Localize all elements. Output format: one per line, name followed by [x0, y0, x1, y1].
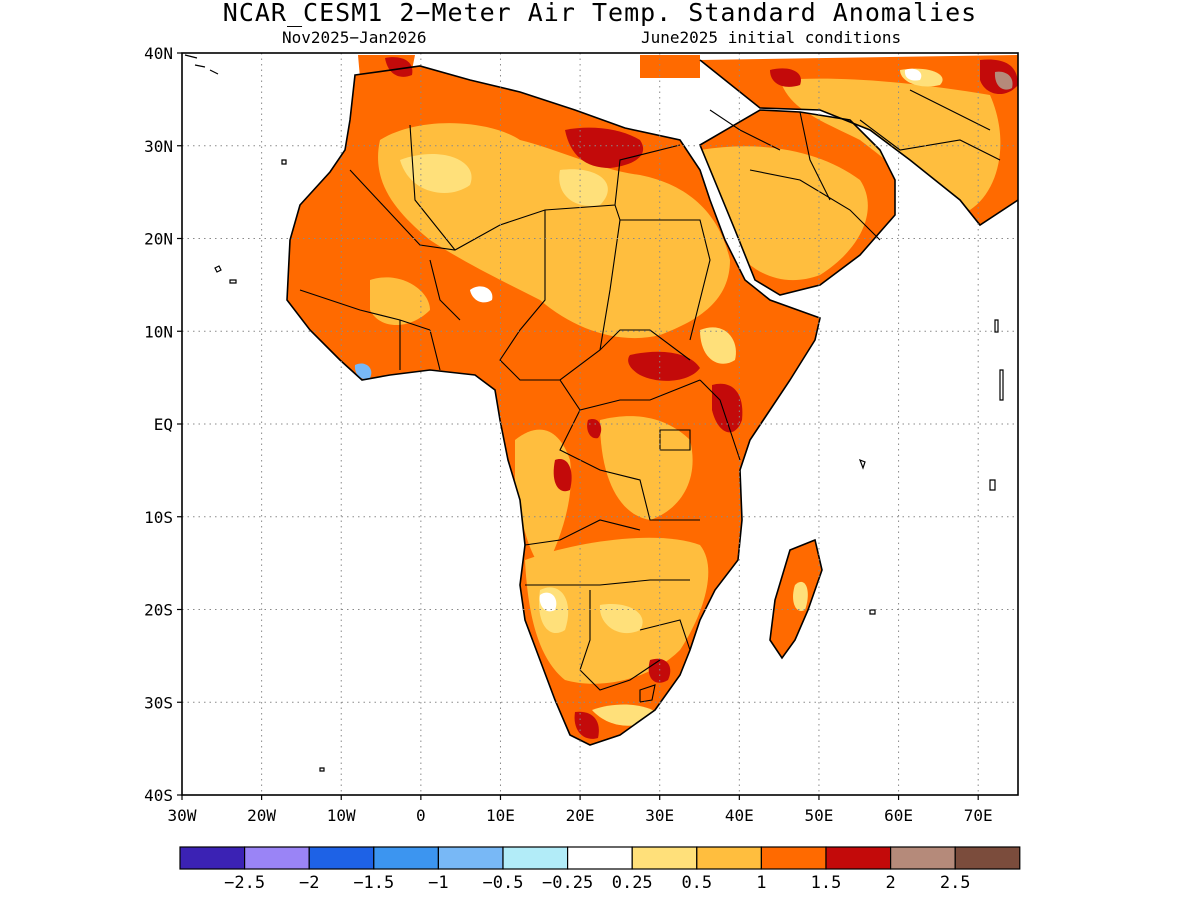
y-tick-label: 20N [144, 230, 173, 249]
legend-label: −1.5 [353, 873, 394, 893]
y-tick-label: 30N [144, 137, 173, 156]
x-tick-label: 30E [645, 806, 674, 825]
legend-color-box [631, 846, 698, 870]
legend-color-box [889, 846, 956, 870]
y-tick-label: EQ [154, 415, 173, 434]
legend-label: 2 [885, 873, 895, 893]
map-title: NCAR_CESM1 2−Meter Air Temp. Standard An… [222, 0, 978, 27]
country-borders [299, 89, 1001, 703]
y-tick-label: 20S [144, 601, 173, 620]
legend-label: −2 [299, 873, 319, 893]
x-tick-label: 10E [486, 806, 515, 825]
x-tick-label: 10W [327, 806, 356, 825]
legend-label: 1.5 [811, 873, 842, 893]
x-tick-label: 50E [804, 806, 833, 825]
legend-color-box [244, 846, 310, 870]
legend-label: −2.5 [224, 873, 265, 893]
x-tick-label: 40E [725, 806, 754, 825]
islands [184, 54, 1004, 772]
latitude-axis: 40N 30N 20N 10N EQ 10S 20S 30S 40S [144, 44, 173, 805]
legend-label: 0.25 [612, 873, 653, 893]
color-legend: −2.5 −2 −1.5 −1 −0.5 −0.25 0.25 0.5 1 1.5 2 2.5 [179, 846, 1021, 893]
legend-label: 1 [756, 873, 766, 893]
legend-color-box [760, 846, 827, 870]
x-tick-label: 0 [416, 806, 426, 825]
x-tick-label: 60E [884, 806, 913, 825]
legend-label: −0.5 [483, 873, 524, 893]
legend-label: 2.5 [940, 873, 971, 893]
x-tick-label: 30W [168, 806, 197, 825]
legend-color-box [502, 846, 569, 870]
legend-color-box [373, 846, 439, 870]
legend-color-box [825, 846, 892, 870]
legend-label: 0.5 [681, 873, 712, 893]
legend-color-box [566, 846, 633, 870]
legend-color-box [179, 846, 246, 870]
x-tick-label: 20W [247, 806, 276, 825]
x-tick-label: 20E [566, 806, 595, 825]
y-tick-label: 30S [144, 693, 173, 712]
y-tick-label: 10S [144, 508, 173, 527]
initial-conditions: June2025 initial conditions [641, 28, 902, 47]
longitude-axis: 30W 20W 10W 0 10E 20E 30E 40E 50E 60E 70E [168, 806, 993, 825]
y-tick-label: 40S [144, 786, 173, 805]
legend-color-box [437, 846, 504, 870]
legend-color-box [954, 846, 1021, 870]
y-tick-label: 10N [144, 322, 173, 341]
x-tick-label: 70E [964, 806, 993, 825]
axis-ticks [177, 52, 979, 800]
legend-label: −1 [428, 873, 448, 893]
forecast-period: Nov2025−Jan2026 [282, 28, 427, 47]
y-tick-label: 40N [144, 44, 173, 63]
map-gridlines [182, 53, 1018, 795]
legend-color-box [696, 846, 762, 870]
legend-color-box [308, 846, 375, 870]
legend-label: −0.25 [542, 873, 593, 893]
